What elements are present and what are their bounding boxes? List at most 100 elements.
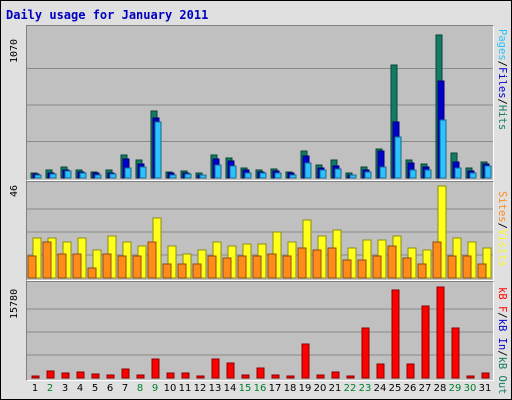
day-label-12: 12 (193, 383, 207, 394)
bar-pages-day-27 (424, 169, 432, 179)
bar-kb-f-day-18 (286, 375, 295, 379)
day-label-13: 13 (208, 383, 222, 394)
bar-sites-day-17 (267, 253, 277, 279)
day-label-19: 19 (298, 383, 312, 394)
bar-kb-f-day-6 (106, 374, 115, 379)
bar-pages-day-26 (409, 169, 417, 179)
bar-pages-day-17 (274, 172, 282, 179)
bar-sites-day-28 (432, 241, 442, 279)
bar-kb-f-day-23 (361, 327, 370, 379)
bar-sites-day-6 (102, 253, 112, 279)
bar-pages-day-25 (394, 136, 402, 179)
day-label-16: 16 (253, 383, 267, 394)
bar-pages-day-20 (319, 169, 327, 179)
day-label-29: 29 (448, 383, 462, 394)
bar-pages-day-19 (304, 162, 312, 179)
bar-kb-f-day-1 (31, 375, 40, 379)
bar-sites-day-27 (417, 263, 427, 279)
bar-kb-f-day-3 (61, 372, 70, 379)
bar-kb-f-day-29 (451, 327, 460, 379)
bar-visits-day-5 (92, 249, 102, 279)
bar-sites-day-24 (372, 255, 382, 279)
bar-pages-day-22 (349, 174, 357, 179)
bar-kb-f-day-11 (181, 372, 190, 379)
bar-pages-day-18 (289, 174, 297, 179)
bar-pages-day-14 (229, 165, 237, 179)
day-label-20: 20 (313, 383, 327, 394)
legend-pages: Pages (496, 29, 508, 61)
bar-sites-day-14 (222, 257, 232, 279)
bar-kb-f-day-27 (421, 305, 430, 379)
bar-kb-f-day-30 (466, 375, 475, 379)
bar-visits-day-31 (482, 247, 492, 279)
bar-pages-day-24 (379, 166, 387, 179)
bar-pages-day-30 (469, 172, 477, 179)
panel-kbytes (26, 281, 494, 381)
bar-sites-day-15 (237, 255, 247, 279)
bar-sites-day-9 (147, 241, 157, 279)
bar-sites-day-12 (192, 263, 202, 279)
legend-kbytes: kB F/kB In/kB Out (496, 287, 508, 395)
bar-sites-day-29 (447, 255, 457, 279)
bar-sites-day-20 (312, 249, 322, 279)
bar-sites-day-7 (117, 255, 127, 279)
bar-pages-day-3 (64, 170, 72, 179)
bar-pages-day-28 (439, 119, 447, 179)
bar-visits-day-28 (437, 185, 447, 279)
day-label-17: 17 (268, 383, 282, 394)
bar-sites-day-21 (327, 247, 337, 279)
bar-sites-day-13 (207, 255, 217, 279)
bar-kb-f-day-26 (406, 363, 415, 379)
day-label-30: 30 (463, 383, 477, 394)
day-label-22: 22 (343, 383, 357, 394)
day-label-25: 25 (388, 383, 402, 394)
plot-visits-sites (27, 185, 493, 279)
legend-kb-in: kB In (496, 318, 508, 351)
bar-kb-f-day-10 (166, 372, 175, 379)
bar-pages-day-8 (139, 166, 147, 179)
bar-sites-day-19 (297, 247, 307, 279)
bar-sites-day-8 (132, 255, 142, 279)
day-label-28: 28 (433, 383, 447, 394)
legend-hits-files-pages: Pages/Files/Hits (496, 29, 508, 130)
bar-kb-f-day-22 (346, 375, 355, 379)
panel-visits-sites (26, 181, 494, 281)
legend-visits: Visits (496, 228, 508, 267)
bar-sites-day-18 (282, 255, 292, 279)
day-axis: 1 2 3 4 5 6 7 8 9 10 11 12 13 14 15 16 17 18 19 20 21 22 23 24 2… (26, 383, 492, 397)
bar-pages-day-29 (454, 167, 462, 179)
bar-pages-day-31 (484, 165, 492, 179)
day-label-7: 7 (121, 383, 129, 394)
day-label-21: 21 (328, 383, 342, 394)
legend-kb-out: kB Out (496, 356, 508, 395)
bar-pages-day-9 (154, 121, 162, 179)
plot-hits-files-pages (27, 34, 493, 179)
bar-sites-day-3 (57, 253, 67, 279)
day-label-6: 6 (106, 383, 114, 394)
day-label-8: 8 (136, 383, 144, 394)
day-label-14: 14 (223, 383, 237, 394)
bar-pages-day-13 (214, 164, 222, 179)
day-label-4: 4 (76, 383, 84, 394)
bar-kb-f-day-15 (241, 374, 250, 379)
bar-kb-f-day-16 (256, 367, 265, 379)
bar-sites-day-26 (402, 257, 412, 279)
day-label-18: 18 (283, 383, 297, 394)
scale-label-kbytes: 15780 (9, 288, 20, 319)
legend-kb-f: kB F (496, 287, 508, 313)
bar-sites-day-22 (342, 259, 352, 279)
bar-visits-day-23 (362, 239, 372, 279)
bar-kb-f-day-4 (76, 371, 85, 379)
bar-pages-day-16 (259, 172, 267, 179)
day-label-3: 3 (61, 383, 69, 394)
bar-pages-day-12 (199, 174, 207, 179)
day-label-10: 10 (163, 383, 177, 394)
bar-pages-day-4 (79, 172, 87, 179)
legend-sites: Sites (496, 191, 508, 223)
panel-hits-files-pages (26, 25, 494, 181)
bar-kb-f-day-17 (271, 374, 280, 379)
legend-files: Files (496, 66, 508, 99)
bar-pages-day-23 (364, 171, 372, 179)
bar-visits-day-10 (167, 245, 177, 279)
